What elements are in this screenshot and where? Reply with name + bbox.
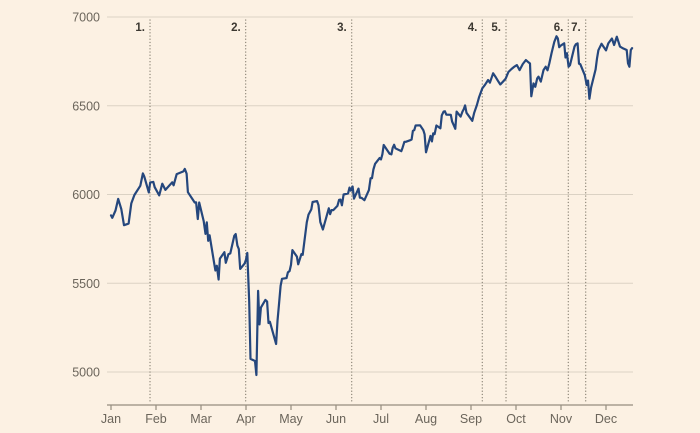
x-axis-label-aug: Aug [415,412,437,426]
x-axis-label-feb: Feb [145,412,167,426]
y-axis-label-6000: 6000 [72,188,100,202]
x-axis-label-oct: Oct [506,412,526,426]
annotation-label-6: 6. [554,22,564,34]
annotation-label-7: 7. [571,22,581,34]
annotation-label-2: 2. [231,22,241,34]
x-axis-label-jul: Jul [373,412,389,426]
x-axis-label-dec: Dec [595,412,617,426]
x-axis-label-sep: Sep [460,412,482,426]
x-axis-label-apr: Apr [236,412,255,426]
y-axis-label-5500: 5500 [72,277,100,291]
annotation-label-5: 5. [491,22,501,34]
x-axis-label-jan: Jan [101,412,121,426]
price-line [109,35,634,377]
annotation-label-1: 1. [135,22,145,34]
y-axis-label-7000: 7000 [72,11,100,25]
x-axis-label-jun: Jun [326,412,346,426]
y-axis-label-5000: 5000 [72,366,100,380]
annotation-label-4: 4. [468,22,478,34]
y-axis-label-6500: 6500 [72,99,100,113]
annotation-label-3: 3. [337,22,347,34]
x-axis-label-may: May [279,412,303,426]
x-axis-label-nov: Nov [550,412,573,426]
x-axis-label-mar: Mar [190,412,212,426]
